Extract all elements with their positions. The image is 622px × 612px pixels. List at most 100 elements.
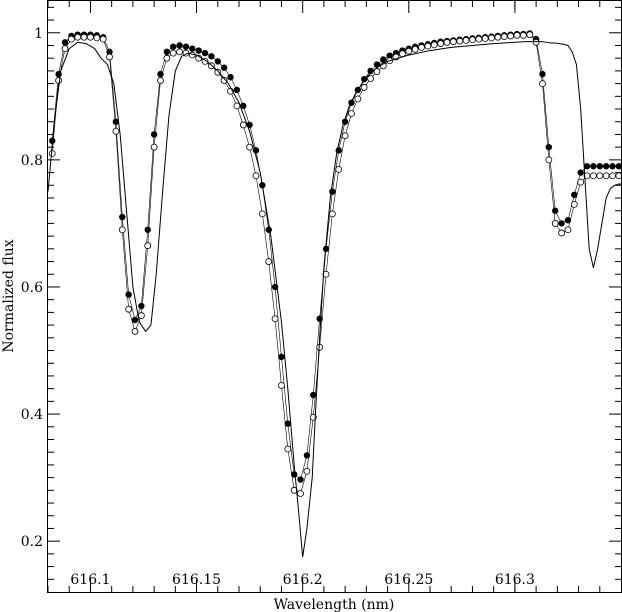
open-data-point (150, 143, 158, 151)
open-data-point (564, 226, 572, 234)
open-data-point (163, 54, 171, 62)
filled-data-point (564, 217, 572, 224)
open-data-point (106, 53, 113, 61)
open-data-point (494, 33, 502, 41)
open-data-point (61, 45, 69, 53)
open-data-point (297, 490, 304, 497)
open-data-point (239, 121, 247, 129)
filled-data-point (214, 58, 221, 65)
open-data-point (48, 150, 56, 157)
open-data-point (125, 305, 133, 313)
open-data-point (176, 48, 183, 56)
filled-data-point (163, 48, 171, 56)
open-data-point (74, 33, 82, 41)
open-data-point (131, 328, 139, 335)
x-tick-label: 616.2 (283, 572, 323, 588)
open-data-point (341, 132, 349, 140)
chart-marks (48, 30, 621, 558)
open-data-point (443, 38, 451, 46)
open-data-point (87, 33, 94, 41)
filled-data-point (583, 163, 591, 170)
filled-data-point (220, 64, 228, 71)
open-data-point (456, 37, 464, 45)
filled-data-point (609, 163, 616, 170)
open-data-point (93, 34, 101, 42)
filled-data-point (278, 353, 285, 361)
filled-data-point (303, 452, 311, 459)
open-data-point (424, 42, 432, 50)
open-data-point (475, 35, 483, 43)
y-axis-title: Normalized flux (1, 239, 17, 352)
open-data-point (430, 41, 438, 49)
open-data-point (405, 47, 413, 55)
open-data-point (55, 77, 63, 84)
open-data-point (303, 467, 311, 475)
open-data-point (335, 165, 343, 173)
open-data-point (246, 143, 254, 151)
filled-data-point (552, 207, 559, 214)
filled-data-point (125, 291, 132, 298)
open-data-point (449, 38, 457, 46)
filled-data-point (297, 476, 304, 483)
filled-data-point (195, 47, 202, 54)
filled-data-point (545, 143, 553, 151)
filled-data-point (61, 39, 69, 46)
open-data-point (507, 32, 515, 40)
open-data-point (551, 220, 559, 227)
open-data-point (80, 33, 88, 41)
filled-data-point (615, 163, 621, 170)
x-tick-label: 616.1 (70, 572, 110, 588)
filled-data-point (227, 74, 234, 81)
filled-data-point (265, 226, 272, 233)
y-tick-label: 1 (34, 26, 43, 42)
y-tick-label: 0.2 (21, 534, 43, 550)
filled-data-point (233, 86, 241, 94)
filled-data-point (590, 163, 597, 170)
open-data-point (526, 31, 534, 39)
open-data-point (590, 172, 597, 180)
open-data-point (252, 172, 260, 180)
open-data-point (545, 156, 553, 164)
x-tick-label: 616.3 (495, 572, 535, 588)
y-tick-label: 0.8 (21, 153, 43, 169)
axis-ticks: 616.1 616.15 616.2 616.25 616.3 0.2 0.4 0.6 0.8 1 (21, 1, 621, 592)
open-data-point (258, 210, 266, 218)
open-data-point (157, 77, 164, 84)
filled-data-point (284, 420, 292, 427)
open-data-point (360, 84, 368, 91)
open-data-point (532, 38, 540, 46)
open-data-point (169, 49, 177, 57)
open-data-point (500, 33, 508, 40)
open-data-point (118, 226, 126, 234)
open-data-point (137, 312, 145, 319)
open-data-point (615, 172, 621, 180)
open-data-point (220, 77, 228, 84)
filled-data-point (150, 131, 158, 138)
open-data-point (481, 35, 489, 42)
filled-data-point (596, 163, 603, 170)
open-data-point (373, 68, 381, 75)
open-data-point (577, 178, 585, 186)
filled-data-point (201, 49, 209, 57)
open-data-point (519, 31, 527, 39)
filled-data-point (602, 163, 610, 170)
open-data-point (596, 172, 604, 180)
open-data-point (558, 229, 565, 237)
open-data-point (488, 34, 495, 42)
y-tick-label: 0.6 (21, 280, 43, 296)
open-data-point (144, 242, 152, 250)
open-data-point (418, 43, 425, 51)
open-data-point (265, 258, 273, 265)
open-data-point (437, 40, 445, 47)
filled-data-point (208, 53, 215, 60)
open-data-point (411, 45, 419, 53)
filled-data-point (189, 45, 196, 52)
filled-data-point (119, 213, 126, 221)
open-data-point (469, 36, 476, 44)
open-data-point (513, 31, 521, 39)
filled-data-point (316, 315, 323, 322)
filled-data-point (131, 316, 139, 324)
open-data-point (328, 210, 336, 218)
open-data-point (201, 57, 209, 65)
